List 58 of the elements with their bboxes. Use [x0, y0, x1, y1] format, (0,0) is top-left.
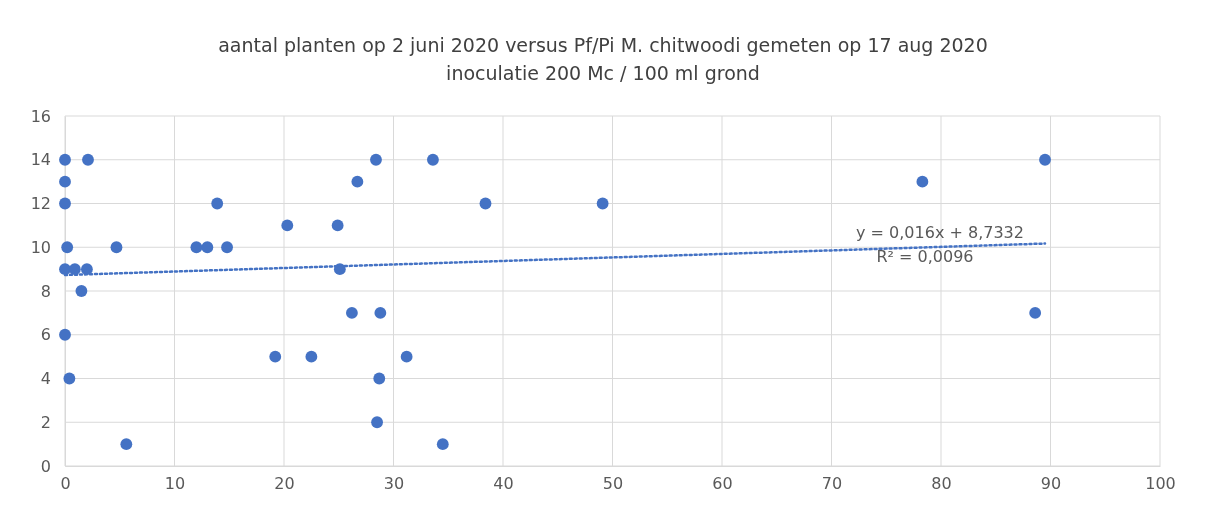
point — [75, 285, 88, 297]
point — [59, 175, 71, 188]
point — [190, 241, 203, 254]
point — [479, 197, 492, 210]
point — [110, 241, 123, 254]
x-tick-label: 60 — [712, 474, 733, 494]
x-tick-label: 40 — [493, 474, 514, 494]
point — [221, 241, 233, 254]
point — [305, 350, 318, 363]
y-tick-label: 8 — [40, 281, 51, 301]
point — [374, 306, 387, 319]
point — [345, 306, 358, 319]
y-tick-label: 10 — [30, 237, 51, 257]
point — [370, 153, 382, 166]
y-tick-label: 2 — [40, 412, 51, 432]
point — [596, 197, 609, 210]
point — [211, 197, 224, 210]
point — [63, 372, 76, 385]
point — [916, 175, 929, 188]
point — [281, 219, 294, 232]
point — [269, 350, 282, 363]
point — [59, 263, 71, 276]
point — [59, 153, 71, 166]
point — [436, 438, 449, 451]
x-tick-label: 30 — [383, 474, 405, 494]
point — [331, 219, 344, 232]
annotation: y = 0,016x + 8,7332 — [856, 222, 1024, 242]
x-tick-label: 100 — [1145, 474, 1176, 494]
chart-title: aantal planten op 2 juni 2020 versus Pf/Pi M. chitwoodi gemeten op 17 aug 2020 — [218, 34, 988, 56]
point — [373, 372, 386, 385]
x-tick-label: 50 — [602, 474, 624, 494]
point — [61, 241, 74, 254]
y-tick-label: 0 — [40, 456, 51, 476]
y-tick-label: 4 — [40, 369, 51, 389]
point — [59, 197, 71, 210]
x-tick-label: 0 — [60, 474, 71, 494]
point — [1029, 306, 1042, 319]
point — [59, 328, 71, 341]
point — [120, 438, 133, 451]
chart-subtitle: inoculatie 200 Mc / 100 ml grond — [446, 62, 760, 84]
point — [201, 241, 214, 254]
point — [371, 416, 383, 429]
point — [427, 153, 439, 166]
x-tick-label: 10 — [164, 474, 186, 494]
x-tick-label: 90 — [1040, 474, 1062, 494]
x-tick-label: 70 — [821, 474, 843, 494]
x-tick-label: 20 — [274, 474, 295, 494]
annotation: R² = 0,0096 — [876, 246, 974, 266]
point — [82, 153, 94, 166]
point — [400, 350, 413, 363]
point — [1039, 153, 1051, 166]
y-tick-label: 12 — [30, 194, 51, 214]
point — [80, 263, 93, 276]
x-tick-label: 80 — [931, 474, 952, 494]
y-tick-label: 6 — [40, 325, 51, 345]
point — [351, 175, 364, 188]
y-tick-label: 14 — [30, 150, 51, 170]
y-tick-label: 16 — [30, 106, 51, 126]
